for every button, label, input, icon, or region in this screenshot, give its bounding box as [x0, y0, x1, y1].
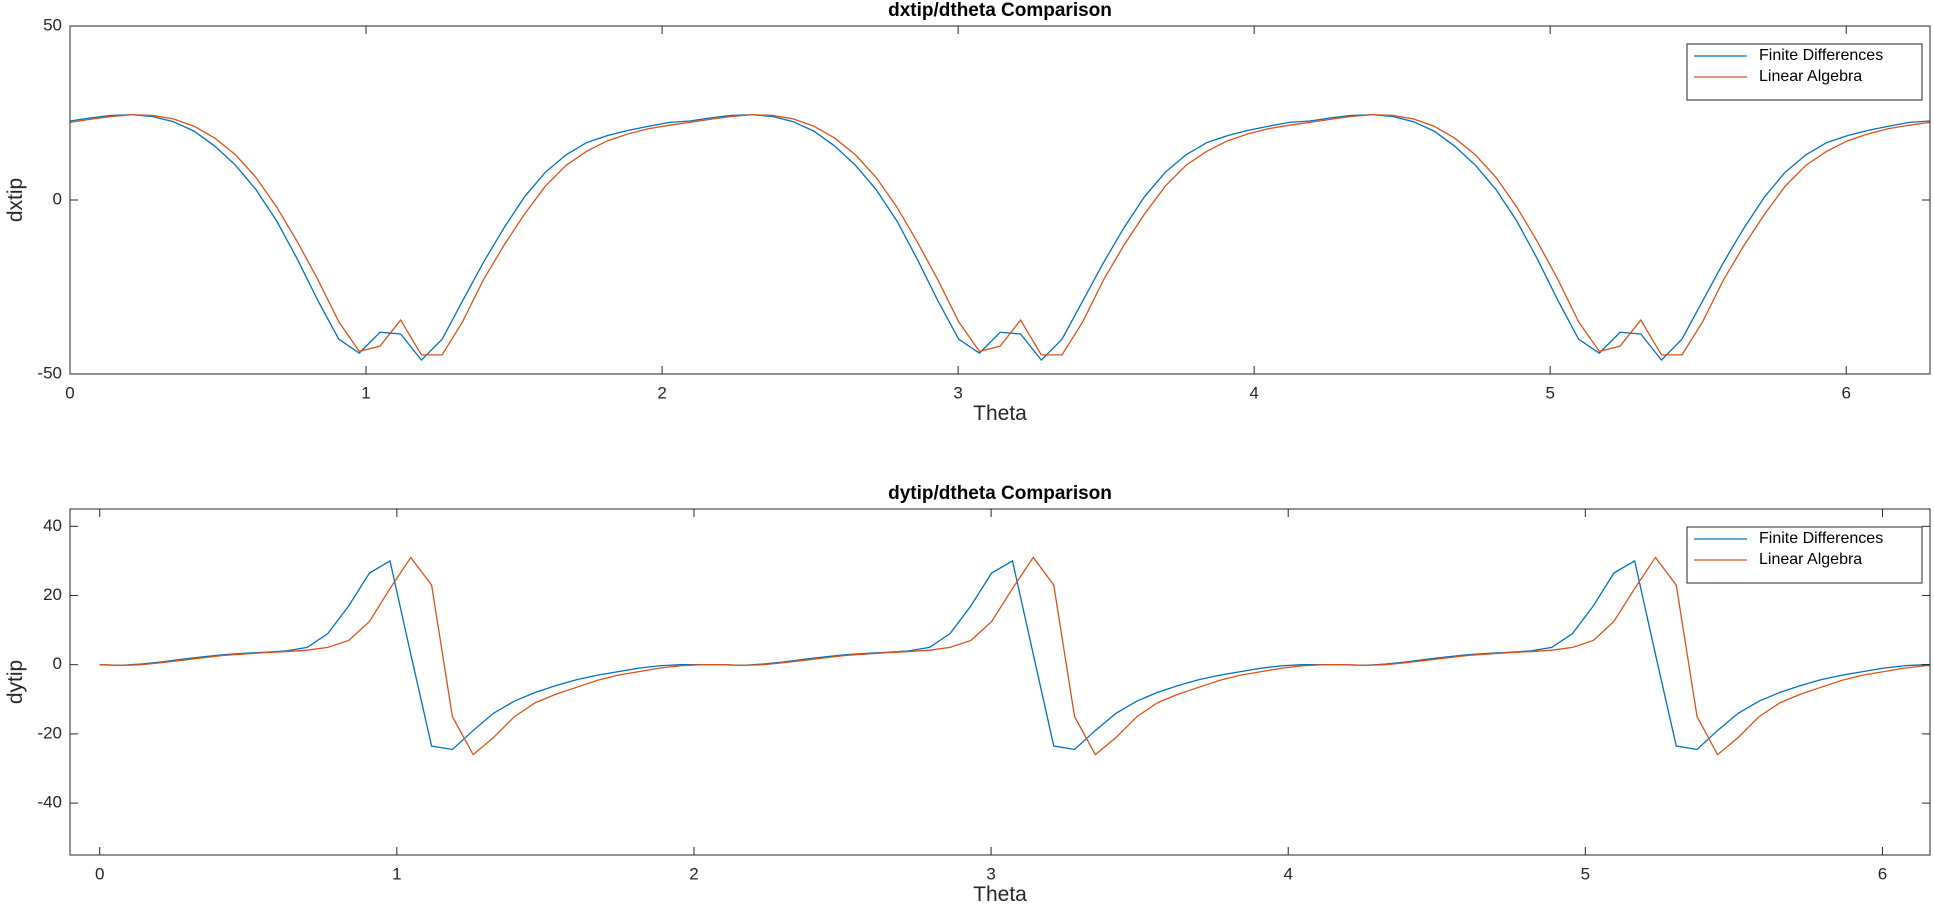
y-tick-label: 50 — [43, 15, 62, 34]
y-axis-label: dxtip — [4, 178, 27, 222]
x-tick-label: 6 — [1878, 864, 1887, 883]
y-tick-label: -20 — [37, 723, 62, 742]
legend-label: Linear Algebra — [1759, 551, 1862, 568]
legend: Finite Differences Linear Algebra — [1686, 526, 1923, 584]
x-axis-label: Theta — [973, 402, 1027, 425]
plot-area — [70, 26, 1930, 374]
plot-area — [70, 509, 1930, 855]
x-tick-label: 2 — [689, 864, 698, 883]
x-tick-label: 5 — [1545, 383, 1554, 402]
chart-title: dxtip/dtheta Comparison — [888, 0, 1112, 21]
axes-box — [69, 508, 1931, 856]
y-tick-label: 0 — [53, 654, 62, 673]
y-axis-label: dytip — [4, 660, 27, 704]
x-tick-label: 1 — [392, 864, 401, 883]
y-tick-label: -50 — [37, 363, 62, 382]
x-tick-label: 0 — [65, 383, 74, 402]
y-tick-label: 0 — [53, 189, 62, 208]
x-tick-label: 6 — [1841, 383, 1850, 402]
data-line — [70, 114, 1930, 356]
x-tick-label: 3 — [986, 864, 995, 883]
data-line — [99, 559, 1930, 751]
legend-label: Finite Differences — [1759, 47, 1883, 64]
y-tick-label: -40 — [37, 793, 62, 812]
x-tick-label: 0 — [95, 864, 104, 883]
y-tick-label: 20 — [43, 585, 62, 604]
x-tick-label: 4 — [1249, 383, 1258, 402]
legend-label: Linear Algebra — [1759, 68, 1862, 85]
x-tick-label: 4 — [1283, 864, 1292, 883]
y-tick-label: 40 — [43, 516, 62, 535]
x-tick-label: 2 — [657, 383, 666, 402]
legend-label: Finite Differences — [1759, 530, 1883, 547]
data-line — [70, 114, 1930, 362]
legend: Finite Differences Linear Algebra — [1686, 43, 1923, 101]
x-tick-label: 3 — [953, 383, 962, 402]
plot-lines — [99, 556, 1930, 756]
plot-lines — [70, 114, 1930, 362]
legend-box — [1686, 43, 1923, 101]
x-axis-label: Theta — [973, 883, 1027, 906]
data-line — [99, 556, 1930, 756]
axes: 0 1 2 3 4 5 6 -40 -20 0 20 40 dytip/dtheta Compariso… — [4, 483, 1931, 906]
x-tick-label: 1 — [361, 383, 370, 402]
legend-box — [1686, 526, 1923, 584]
chart-title: dytip/dtheta Comparison — [888, 483, 1112, 504]
x-tick-label: 5 — [1581, 864, 1590, 883]
